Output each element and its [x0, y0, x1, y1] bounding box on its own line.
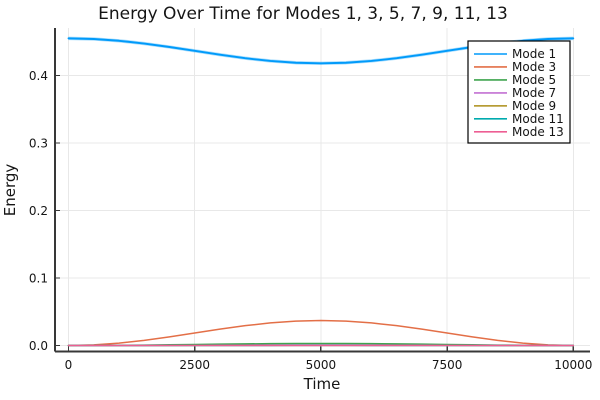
legend-entry-label: Mode 11: [512, 112, 564, 126]
x-tick-label: 5000: [306, 358, 337, 372]
legend-entry-label: Mode 1: [512, 47, 556, 61]
tick-labels: 0 2500 5000 7500 10000 0.0 0.1 0.2 0.3 0.4: [29, 69, 592, 372]
x-tick-label: 10000: [554, 358, 592, 372]
y-axis-label: Energy: [1, 164, 19, 217]
x-tick-label: 2500: [179, 358, 210, 372]
chart-title: Energy Over Time for Modes 1, 3, 5, 7, 9…: [98, 4, 508, 24]
y-tick-label: 0.2: [29, 204, 48, 218]
y-tick-label: 0.4: [29, 69, 48, 83]
y-tick-label: 0.1: [29, 272, 48, 286]
x-axis-label: Time: [303, 375, 341, 393]
legend-box: [467, 40, 571, 144]
series-line-mode-3: [67, 319, 575, 347]
legend-entry-label: Mode 3: [512, 60, 556, 74]
legend-entry-label: Mode 7: [512, 86, 556, 100]
x-tick-label: 7500: [432, 358, 463, 372]
axes: [54, 28, 590, 353]
x-tick-label: 0: [65, 358, 73, 372]
y-tick-label: 0.3: [29, 137, 48, 151]
legend-entry-label: Mode 9: [512, 99, 556, 113]
legend-entry-label: Mode 5: [512, 73, 556, 87]
legend-entry-label: Mode 13: [512, 125, 564, 139]
y-tick-label: 0.0: [29, 339, 48, 353]
data-series: [67, 36, 575, 347]
